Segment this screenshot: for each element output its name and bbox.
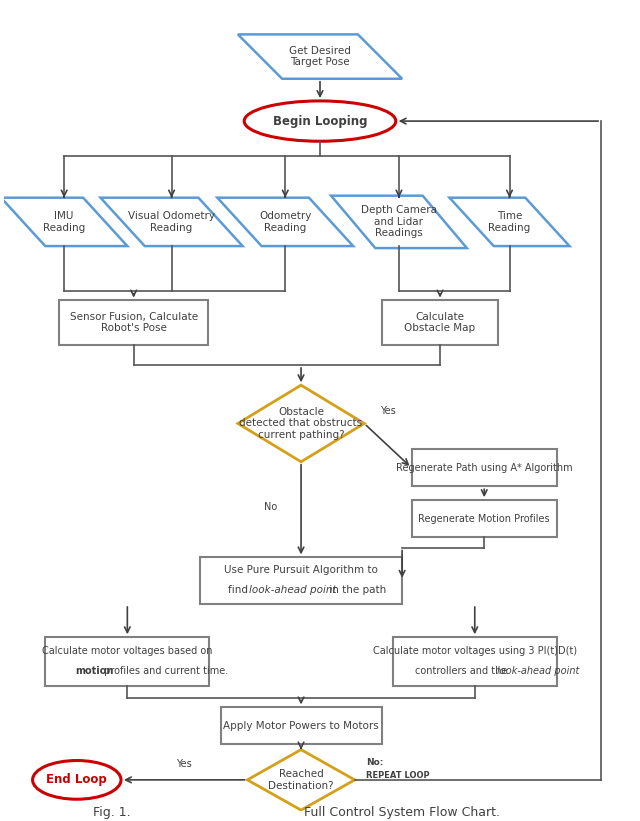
Text: Calculate motor voltages based on: Calculate motor voltages based on	[42, 646, 212, 656]
Text: Full Control System Flow Chart.: Full Control System Flow Chart.	[304, 805, 500, 819]
Text: Yes: Yes	[176, 759, 192, 769]
Text: IMU
Reading: IMU Reading	[43, 211, 85, 232]
Text: Calculate motor voltages using 3 PI(t)D(t): Calculate motor voltages using 3 PI(t)D(…	[372, 646, 577, 656]
Text: look-ahead point: look-ahead point	[497, 666, 579, 676]
FancyBboxPatch shape	[381, 300, 499, 345]
FancyBboxPatch shape	[393, 637, 557, 686]
Text: Sensor Fusion, Calculate
Robot's Pose: Sensor Fusion, Calculate Robot's Pose	[70, 312, 198, 333]
Polygon shape	[1, 198, 127, 246]
FancyBboxPatch shape	[200, 557, 402, 604]
Polygon shape	[247, 750, 355, 810]
Text: End Loop: End Loop	[47, 773, 107, 787]
Text: controllers and the: controllers and the	[415, 666, 510, 676]
Text: Fig. 1.: Fig. 1.	[93, 805, 131, 819]
Text: Regenerate Path using A* Algorithm: Regenerate Path using A* Algorithm	[396, 463, 573, 473]
Text: Yes: Yes	[380, 406, 396, 415]
Text: in the path: in the path	[326, 585, 387, 594]
Text: Apply Motor Powers to Motors: Apply Motor Powers to Motors	[223, 721, 379, 731]
Polygon shape	[331, 195, 467, 248]
FancyBboxPatch shape	[221, 708, 381, 745]
Text: Time
Reading: Time Reading	[488, 211, 531, 232]
Text: motion: motion	[75, 666, 113, 676]
FancyBboxPatch shape	[412, 449, 557, 486]
Text: Odometry
Reading: Odometry Reading	[259, 211, 312, 232]
Text: Regenerate Motion Profiles: Regenerate Motion Profiles	[419, 514, 550, 524]
Text: No: No	[264, 502, 277, 511]
FancyBboxPatch shape	[412, 500, 557, 537]
Text: No:: No:	[366, 759, 383, 768]
Text: Calculate
Obstacle Map: Calculate Obstacle Map	[404, 312, 476, 333]
Ellipse shape	[244, 101, 396, 141]
Polygon shape	[238, 385, 364, 461]
Text: Visual Odometry
Reading: Visual Odometry Reading	[128, 211, 215, 232]
Polygon shape	[238, 34, 402, 79]
Text: find: find	[228, 585, 252, 594]
Polygon shape	[100, 198, 243, 246]
Text: look-ahead point: look-ahead point	[248, 585, 336, 594]
Text: Use Pure Pursuit Algorithm to: Use Pure Pursuit Algorithm to	[224, 565, 378, 576]
FancyBboxPatch shape	[45, 637, 209, 686]
Text: Obstacle
detected that obstructs
current pathing?: Obstacle detected that obstructs current…	[239, 407, 363, 440]
Text: Get Desired
Target Pose: Get Desired Target Pose	[289, 46, 351, 67]
Text: Depth Camera
and Lidar
Readings: Depth Camera and Lidar Readings	[361, 205, 437, 238]
Text: profiles and current time.: profiles and current time.	[101, 666, 228, 676]
Text: Reached
Destination?: Reached Destination?	[268, 769, 334, 791]
FancyBboxPatch shape	[60, 300, 208, 345]
Text: REPEAT LOOP: REPEAT LOOP	[366, 771, 429, 780]
Polygon shape	[449, 198, 570, 246]
Ellipse shape	[33, 760, 121, 799]
Text: Begin Looping: Begin Looping	[273, 115, 367, 127]
Polygon shape	[218, 198, 353, 246]
